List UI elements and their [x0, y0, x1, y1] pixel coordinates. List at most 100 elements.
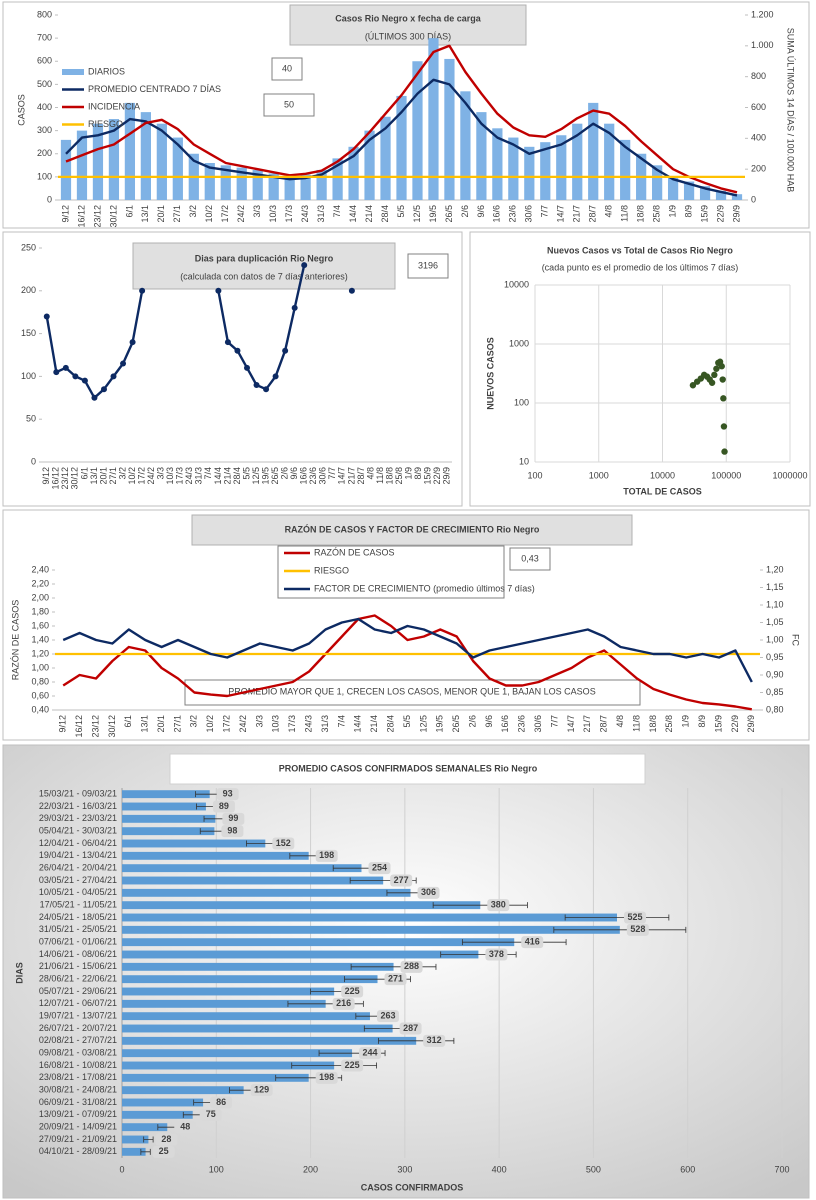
note-box — [184, 679, 641, 706]
bar — [122, 962, 394, 971]
bar — [667, 176, 679, 200]
x-tick-label: 30/6 — [533, 715, 543, 733]
marker — [81, 377, 88, 384]
value-label: 48 — [180, 1122, 190, 1132]
y-axis-label: RAZÓN DE CASOS — [10, 600, 20, 681]
x-tick-label: 18/8 — [648, 715, 658, 733]
bar — [122, 925, 620, 934]
x-tick-label: 500 — [586, 1164, 601, 1174]
line — [62, 614, 753, 711]
y-tick-label: 600 — [37, 56, 52, 66]
point — [720, 423, 728, 430]
value-label-box — [315, 849, 338, 862]
x-tick-label: 28/7 — [356, 467, 366, 485]
marker — [120, 360, 127, 367]
x-tick-label: 29/9 — [746, 715, 756, 733]
error-bar — [143, 1136, 154, 1143]
y-tick-label: 1,00 — [31, 662, 49, 672]
value-label: 288 — [404, 961, 419, 971]
error-bar — [461, 939, 567, 946]
bar — [380, 116, 391, 200]
y-tick-label: 2,20 — [31, 578, 49, 588]
bar — [122, 888, 411, 897]
x-axis-label: TOTAL DE CASOS — [623, 486, 702, 496]
y2-axis-label: FC — [791, 634, 801, 646]
title-box — [289, 4, 527, 46]
x-tick-label: 21/4 — [222, 467, 232, 485]
bar — [524, 146, 535, 200]
value-label-box — [423, 1034, 446, 1047]
marker — [100, 386, 107, 393]
x-tick-label: 18/8 — [384, 467, 394, 485]
value-label: 28 — [161, 1134, 171, 1144]
x-tick-label: 4/8 — [604, 205, 614, 218]
x-tick-label: 28/4 — [380, 205, 390, 223]
bar — [122, 1110, 193, 1119]
value-label-box — [341, 985, 364, 998]
value-label-box — [216, 788, 239, 801]
y-tick-label: 12/07/21 - 06/07/21 — [39, 998, 117, 1008]
x-tick-label: 9/6 — [289, 467, 299, 480]
x-tick-label: 24/3 — [300, 205, 310, 223]
bar — [300, 174, 311, 200]
y2-tick-label: 1.200 — [751, 9, 774, 19]
x-tick-label: 15/9 — [713, 715, 723, 733]
chart-title: PROMEDIO CASOS CONFIRMADOS SEMANALES Rio… — [279, 763, 538, 773]
x-tick-label: 24/2 — [236, 205, 246, 223]
bar — [122, 851, 309, 860]
y-tick-label: 1,20 — [31, 648, 49, 658]
y-tick-label: 19/07/21 - 13/07/21 — [39, 1011, 117, 1021]
value-label: 198 — [319, 850, 334, 860]
y-tick-label: 200 — [37, 148, 52, 158]
value-label-box — [212, 800, 235, 813]
y2-tick-label: 0,85 — [766, 687, 784, 697]
x-tick-label: 1000 — [589, 470, 609, 480]
x-tick-label: 16/12 — [51, 467, 61, 490]
value-label: 89 — [219, 801, 229, 811]
value-label-box — [315, 1071, 338, 1084]
y-tick-label: 26/04/21 - 20/04/21 — [39, 863, 117, 873]
point — [711, 371, 718, 379]
x-tick-label: 23/6 — [508, 205, 518, 223]
value-label: 277 — [394, 875, 409, 885]
x-tick-label: 15/9 — [423, 467, 433, 485]
value-label-box — [250, 1084, 273, 1097]
x-tick-label: 100000 — [711, 470, 741, 480]
x-tick-label: 14/4 — [213, 467, 223, 485]
bar — [396, 95, 407, 200]
value-label-box — [626, 923, 649, 936]
title-box — [169, 753, 646, 785]
value-label-box — [359, 1047, 382, 1060]
value-label: 129 — [254, 1085, 269, 1095]
annotation-box — [509, 547, 551, 571]
x-tick-label: 8/9 — [683, 205, 693, 218]
value-label-box — [174, 1121, 197, 1134]
x-tick-label: 31/3 — [316, 205, 326, 223]
bar — [316, 169, 327, 200]
x-tick-label: 25/8 — [394, 467, 404, 485]
x-tick-label: 0 — [119, 1164, 124, 1174]
x-tick-label: 9/6 — [484, 715, 494, 728]
bar — [364, 130, 375, 200]
y-tick-label: 17/05/21 - 11/05/21 — [40, 900, 117, 910]
point — [719, 376, 726, 383]
x-tick-label: 6/1 — [123, 715, 133, 728]
y-axis-label: CASOS — [16, 94, 26, 126]
bar — [348, 146, 359, 200]
marker — [301, 262, 308, 269]
x-tick-label: 27/1 — [172, 715, 182, 733]
x-tick-label: 9/12 — [41, 467, 51, 485]
bar — [412, 61, 423, 200]
y2-tick-label: 600 — [751, 102, 766, 112]
marker — [43, 313, 50, 320]
point — [713, 365, 720, 372]
bar — [60, 139, 72, 200]
y2-tick-label: 0,90 — [766, 669, 784, 679]
x-tick-label: 7/7 — [540, 205, 550, 218]
y-tick-label: 28/06/21 - 22/06/21 — [39, 974, 117, 984]
value-label: 528 — [630, 924, 645, 934]
value-label: 86 — [216, 1097, 226, 1107]
x-tick-label: 30/12 — [108, 205, 118, 228]
x-tick-label: 31/3 — [320, 715, 330, 733]
error-bar — [432, 902, 528, 909]
